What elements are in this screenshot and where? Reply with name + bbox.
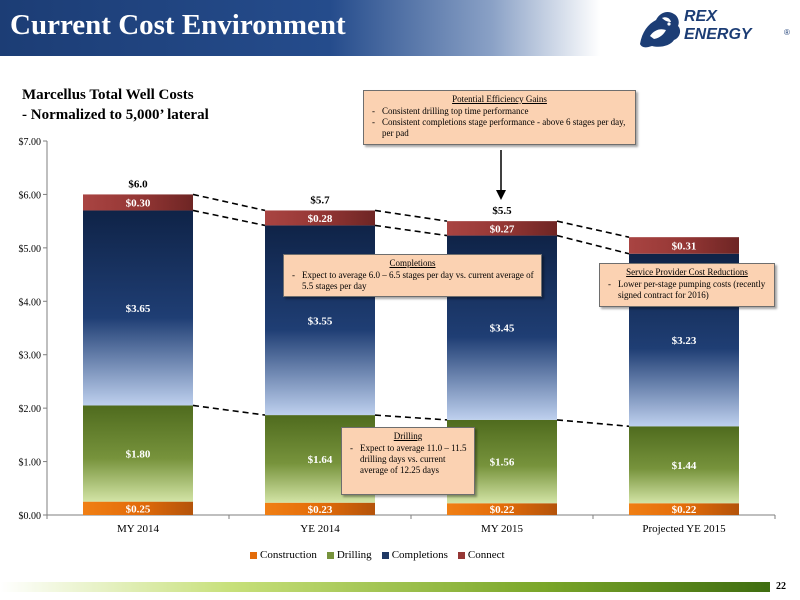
bar-connect xyxy=(629,237,739,254)
logo-text: REX ENERGY xyxy=(684,8,752,43)
legend-item-completions: Completions xyxy=(381,549,448,561)
x-tick-label: YE 2014 xyxy=(300,523,340,535)
y-tick-label: $0.00 xyxy=(19,511,42,522)
legend-label: Drilling xyxy=(336,549,372,561)
callout-efficiency-item: Consistent drilling top time performance xyxy=(372,106,629,117)
bar-construction xyxy=(265,502,375,515)
x-tick-label: Projected YE 2015 xyxy=(642,523,726,535)
data-label-connect: $0.30 xyxy=(126,197,151,209)
x-tick-label: MY 2014 xyxy=(117,523,160,535)
callout-drilling-title: Drilling xyxy=(393,431,423,441)
bar-connect xyxy=(83,194,193,211)
y-tick-label: $3.00 xyxy=(19,351,42,362)
lion-icon xyxy=(640,12,681,48)
data-label-connect: $0.28 xyxy=(308,213,333,225)
connector-dashed-line xyxy=(556,419,630,428)
data-label-construction: $0.22 xyxy=(672,504,697,516)
total-label: $6.0 xyxy=(128,178,148,190)
data-label-drilling: $1.56 xyxy=(490,457,515,469)
legend-swatch xyxy=(326,551,334,559)
legend-label: Connect xyxy=(467,549,505,561)
rex-energy-logo: REX ENERGY ® xyxy=(636,6,796,52)
legend-item-drilling: Drilling xyxy=(326,549,372,561)
logo-name: REX ENERGY xyxy=(684,8,784,44)
data-label-completions: $3.55 xyxy=(308,315,333,327)
bar-completions xyxy=(83,210,193,406)
legend-item-connect: Connect xyxy=(457,549,505,561)
x-tick-label: MY 2015 xyxy=(481,523,524,535)
connector-dashed-line xyxy=(556,220,630,238)
callout-completions: Completions Expect to average 6.0 – 6.5 … xyxy=(283,254,542,297)
logo-registered-mark: ® xyxy=(784,28,790,37)
data-label-completions: $3.45 xyxy=(490,323,515,335)
total-label: $5.7 xyxy=(310,194,330,206)
callout-drilling: Drilling Expect to average 11.0 – 11.5 d… xyxy=(341,427,475,495)
bar-connect xyxy=(265,210,375,226)
y-tick-label: $1.00 xyxy=(19,458,42,469)
legend-swatch xyxy=(381,551,389,559)
page-number: 22 xyxy=(776,581,786,592)
data-label-drilling: $1.64 xyxy=(308,454,333,466)
bar-construction xyxy=(447,503,557,515)
data-label-construction: $0.22 xyxy=(490,504,515,516)
data-label-construction: $0.23 xyxy=(308,504,333,516)
y-tick-label: $7.00 xyxy=(19,137,42,148)
data-label-drilling: $1.44 xyxy=(672,460,697,472)
chart-subtitle-line-2: - Normalized to 5,000’ lateral xyxy=(22,107,209,123)
data-label-completions: $3.23 xyxy=(672,335,697,347)
efficiency-arrow-head xyxy=(496,190,506,200)
total-label: $5.5 xyxy=(492,205,512,217)
legend-label: Completions xyxy=(391,549,448,561)
callout-efficiency-title: Potential Efficiency Gains xyxy=(452,94,547,104)
connector-dashed-line xyxy=(192,209,266,227)
legend-swatch xyxy=(250,551,257,559)
data-label-drilling: $1.80 xyxy=(126,449,151,461)
connector-dashed-line xyxy=(192,193,266,212)
title-bar: Current Cost Environment xyxy=(0,0,600,56)
data-label-connect: $0.31 xyxy=(672,240,697,252)
chart-legend: Construction Drilling Completions Connect xyxy=(250,548,505,562)
legend-label: Construction xyxy=(260,549,317,561)
connector-dashed-line xyxy=(556,234,630,255)
callout-completions-title: Completions xyxy=(389,258,436,268)
legend-item-construction: Construction xyxy=(250,549,317,561)
y-tick-label: $4.00 xyxy=(19,297,42,308)
chart-subtitle-line-1: Marcellus Total Well Costs xyxy=(22,87,194,103)
data-label-construction: $0.25 xyxy=(126,503,151,515)
connector-dashed-line xyxy=(374,224,448,237)
callout-completions-item: Expect to average 6.0 – 6.5 stages per d… xyxy=(292,270,535,292)
callout-service-provider: Service Provider Cost Reductions Lower p… xyxy=(599,263,775,307)
bar-construction xyxy=(629,503,739,515)
y-tick-label: $6.00 xyxy=(19,190,42,201)
callout-service-item: Lower per-stage pumping costs (recently … xyxy=(608,279,768,301)
callout-drilling-item: Expect to average 11.0 – 11.5 drilling d… xyxy=(350,443,468,476)
callout-efficiency-gains: Potential Efficiency Gains Consistent dr… xyxy=(363,90,636,145)
callout-service-title: Service Provider Cost Reductions xyxy=(626,267,748,277)
y-tick-label: $5.00 xyxy=(19,244,42,255)
data-label-connect: $0.27 xyxy=(490,223,515,235)
y-tick-label: $2.00 xyxy=(19,404,42,415)
connector-dashed-line xyxy=(192,404,266,416)
data-label-completions: $3.65 xyxy=(126,303,151,315)
bar-connect xyxy=(447,221,557,236)
chart-subtitle: Marcellus Total Well Costs - Normalized … xyxy=(22,85,209,125)
page-title: Current Cost Environment xyxy=(10,9,346,41)
connector-dashed-line xyxy=(374,414,448,421)
bar-drilling xyxy=(629,426,739,504)
legend-swatch xyxy=(457,551,465,559)
bar-drilling xyxy=(83,405,193,502)
bar-construction xyxy=(83,501,193,515)
footer-bar xyxy=(0,582,770,592)
connector-dashed-line xyxy=(374,209,448,222)
callout-efficiency-item: Consistent completions stage performance… xyxy=(372,117,629,139)
